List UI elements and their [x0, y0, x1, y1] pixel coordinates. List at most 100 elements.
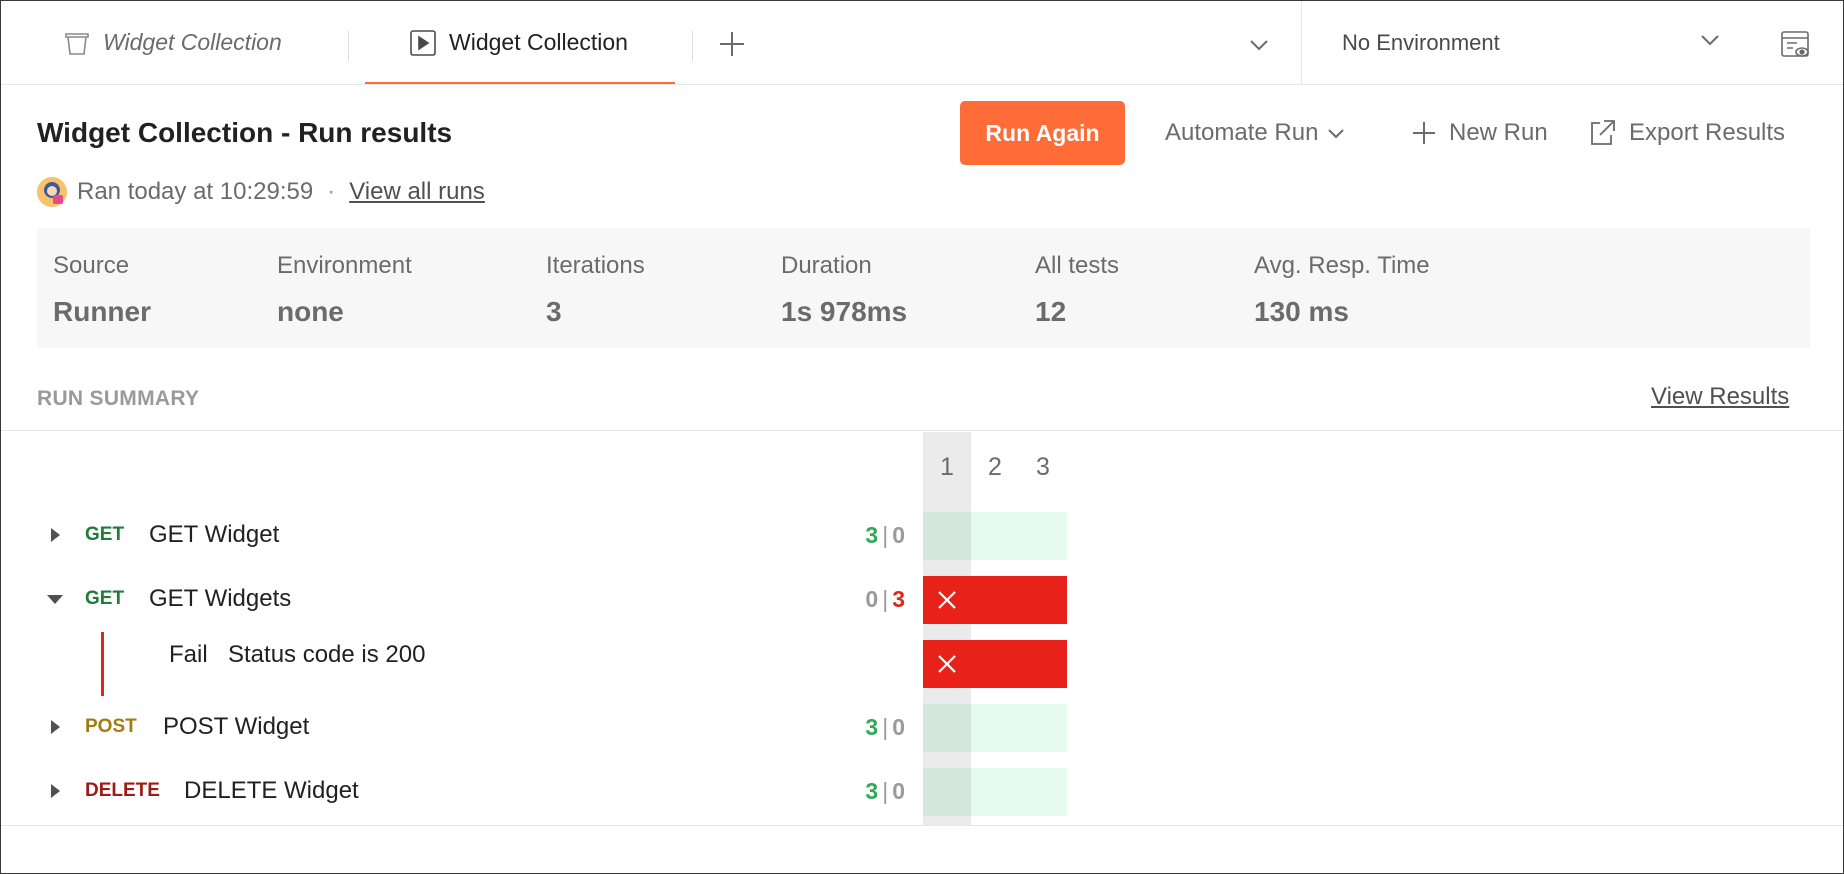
environment-label: No Environment [1342, 29, 1500, 55]
tab-widget-collection-preview[interactable]: Widget Collection [63, 1, 282, 84]
tabs-chevron-down-icon[interactable] [1247, 33, 1271, 57]
export-results-button[interactable]: Export Results [1587, 101, 1785, 165]
test-row-status-code[interactable]: Fail Status code is 200 [1, 632, 1843, 696]
stat-value: Runner [53, 296, 151, 327]
meta-separator: · [327, 178, 336, 205]
run-meta: Ran today at 10:29:59 · View all runs [37, 177, 485, 207]
caret-right-icon[interactable] [45, 525, 65, 545]
result-cell[interactable] [1019, 576, 1067, 624]
automate-run-label: Automate Run [1165, 119, 1319, 146]
count-separator: | [882, 714, 889, 740]
tab-separator [348, 31, 349, 61]
test-counts: 3 | 0 [865, 522, 905, 549]
failed-count: 0 [892, 522, 905, 548]
test-counts: 3 | 0 [865, 714, 905, 741]
divider [1301, 1, 1302, 84]
result-cell[interactable] [923, 768, 971, 816]
test-name: Status code is 200 [228, 641, 426, 668]
stat-value: 1s 978ms [781, 296, 908, 327]
result-cell[interactable] [971, 576, 1019, 624]
method-badge: POST [85, 716, 137, 737]
caret-down-icon[interactable] [45, 589, 65, 609]
run-again-button[interactable]: Run Again [960, 101, 1125, 165]
run-summary-heading: RUN SUMMARY [37, 387, 200, 410]
request-row-post-widget[interactable]: POST POST Widget 3 | 0 [1, 704, 1843, 752]
failed-count: 3 [892, 586, 905, 612]
environment-chevron-down-icon [1698, 28, 1722, 58]
request-row-get-widget[interactable]: GET GET Widget 3 | 0 [1, 512, 1843, 560]
environment-selector[interactable]: No Environment [1342, 1, 1722, 84]
failed-count: 0 [892, 714, 905, 740]
result-cell[interactable] [1019, 640, 1067, 688]
request-name[interactable]: DELETE Widget [184, 777, 359, 804]
passed-count: 3 [865, 778, 879, 804]
count-separator: | [882, 522, 889, 548]
passed-count: 0 [865, 586, 879, 612]
result-cell[interactable] [923, 576, 971, 624]
request-row-get-widgets[interactable]: GET GET Widgets 0 | 3 [1, 576, 1843, 624]
result-cell[interactable] [1019, 704, 1067, 752]
method-badge: DELETE [85, 780, 160, 801]
passed-count: 3 [865, 522, 879, 548]
method-badge: GET [85, 588, 125, 609]
close-icon [938, 591, 956, 609]
divider [1, 430, 1843, 431]
plus-icon [1411, 120, 1437, 146]
result-cell[interactable] [971, 768, 1019, 816]
test-counts: 3 | 0 [865, 778, 905, 805]
result-cell[interactable] [971, 512, 1019, 560]
count-separator: | [882, 778, 889, 804]
view-all-runs-link[interactable]: View all runs [349, 178, 485, 205]
failed-count: 0 [892, 778, 905, 804]
request-name[interactable]: GET Widget [149, 521, 280, 548]
collection-icon [63, 29, 91, 57]
test-counts: 0 | 3 [865, 586, 905, 613]
stat-label: Avg. Resp. Time [1254, 252, 1430, 279]
stat-label: Environment [277, 252, 412, 279]
request-name[interactable]: POST Widget [163, 713, 310, 740]
view-results-link[interactable]: View Results [1651, 383, 1790, 410]
tab-label: Widget Collection [449, 29, 628, 55]
result-cell[interactable] [923, 704, 971, 752]
close-icon [938, 655, 956, 673]
page-title: Widget Collection - Run results [37, 117, 453, 148]
add-tab-plus-icon[interactable] [717, 29, 747, 59]
iteration-header-1[interactable]: 1 [940, 453, 954, 481]
result-cell[interactable] [1019, 768, 1067, 816]
result-cell[interactable] [923, 640, 971, 688]
automate-run-button[interactable]: Automate Run [1165, 101, 1346, 165]
count-separator: | [882, 586, 889, 612]
fail-indicator-bar [101, 632, 104, 696]
request-row-delete-widget[interactable]: DELETE DELETE Widget 3 | 0 [1, 768, 1843, 816]
stat-label: Iterations [546, 252, 645, 279]
result-cell[interactable] [923, 512, 971, 560]
stat-value: 12 [1035, 296, 1067, 327]
caret-right-icon[interactable] [45, 717, 65, 737]
avatar [37, 177, 67, 207]
stat-label: Source [53, 252, 130, 279]
iteration-header-3[interactable]: 3 [1036, 453, 1050, 481]
stat-label: Duration [781, 252, 872, 279]
stat-value: 3 [546, 296, 562, 327]
divider [1, 825, 1843, 826]
caret-right-icon[interactable] [45, 781, 65, 801]
selected-iteration-column [923, 432, 971, 825]
passed-count: 3 [865, 714, 879, 740]
result-cell[interactable] [1019, 512, 1067, 560]
result-cell[interactable] [971, 640, 1019, 688]
request-name[interactable]: GET Widgets [149, 585, 292, 612]
tab-label: Widget Collection [103, 29, 282, 55]
run-stats: Source Runner Environment none Iteration… [37, 228, 1810, 348]
tab-widget-collection-runner[interactable]: Widget Collection [409, 1, 628, 84]
tab-bar: Widget Collection Widget Collection No E… [1, 1, 1843, 85]
export-results-label: Export Results [1629, 119, 1786, 146]
environment-quick-look-icon[interactable] [1779, 29, 1811, 61]
method-badge: GET [85, 524, 125, 545]
result-cell[interactable] [971, 704, 1019, 752]
tab-separator [692, 31, 693, 61]
stat-value: none [277, 296, 344, 327]
new-run-button[interactable]: New Run [1411, 101, 1548, 165]
iteration-header-2[interactable]: 2 [988, 453, 1002, 481]
chevron-down-icon [1326, 123, 1346, 143]
